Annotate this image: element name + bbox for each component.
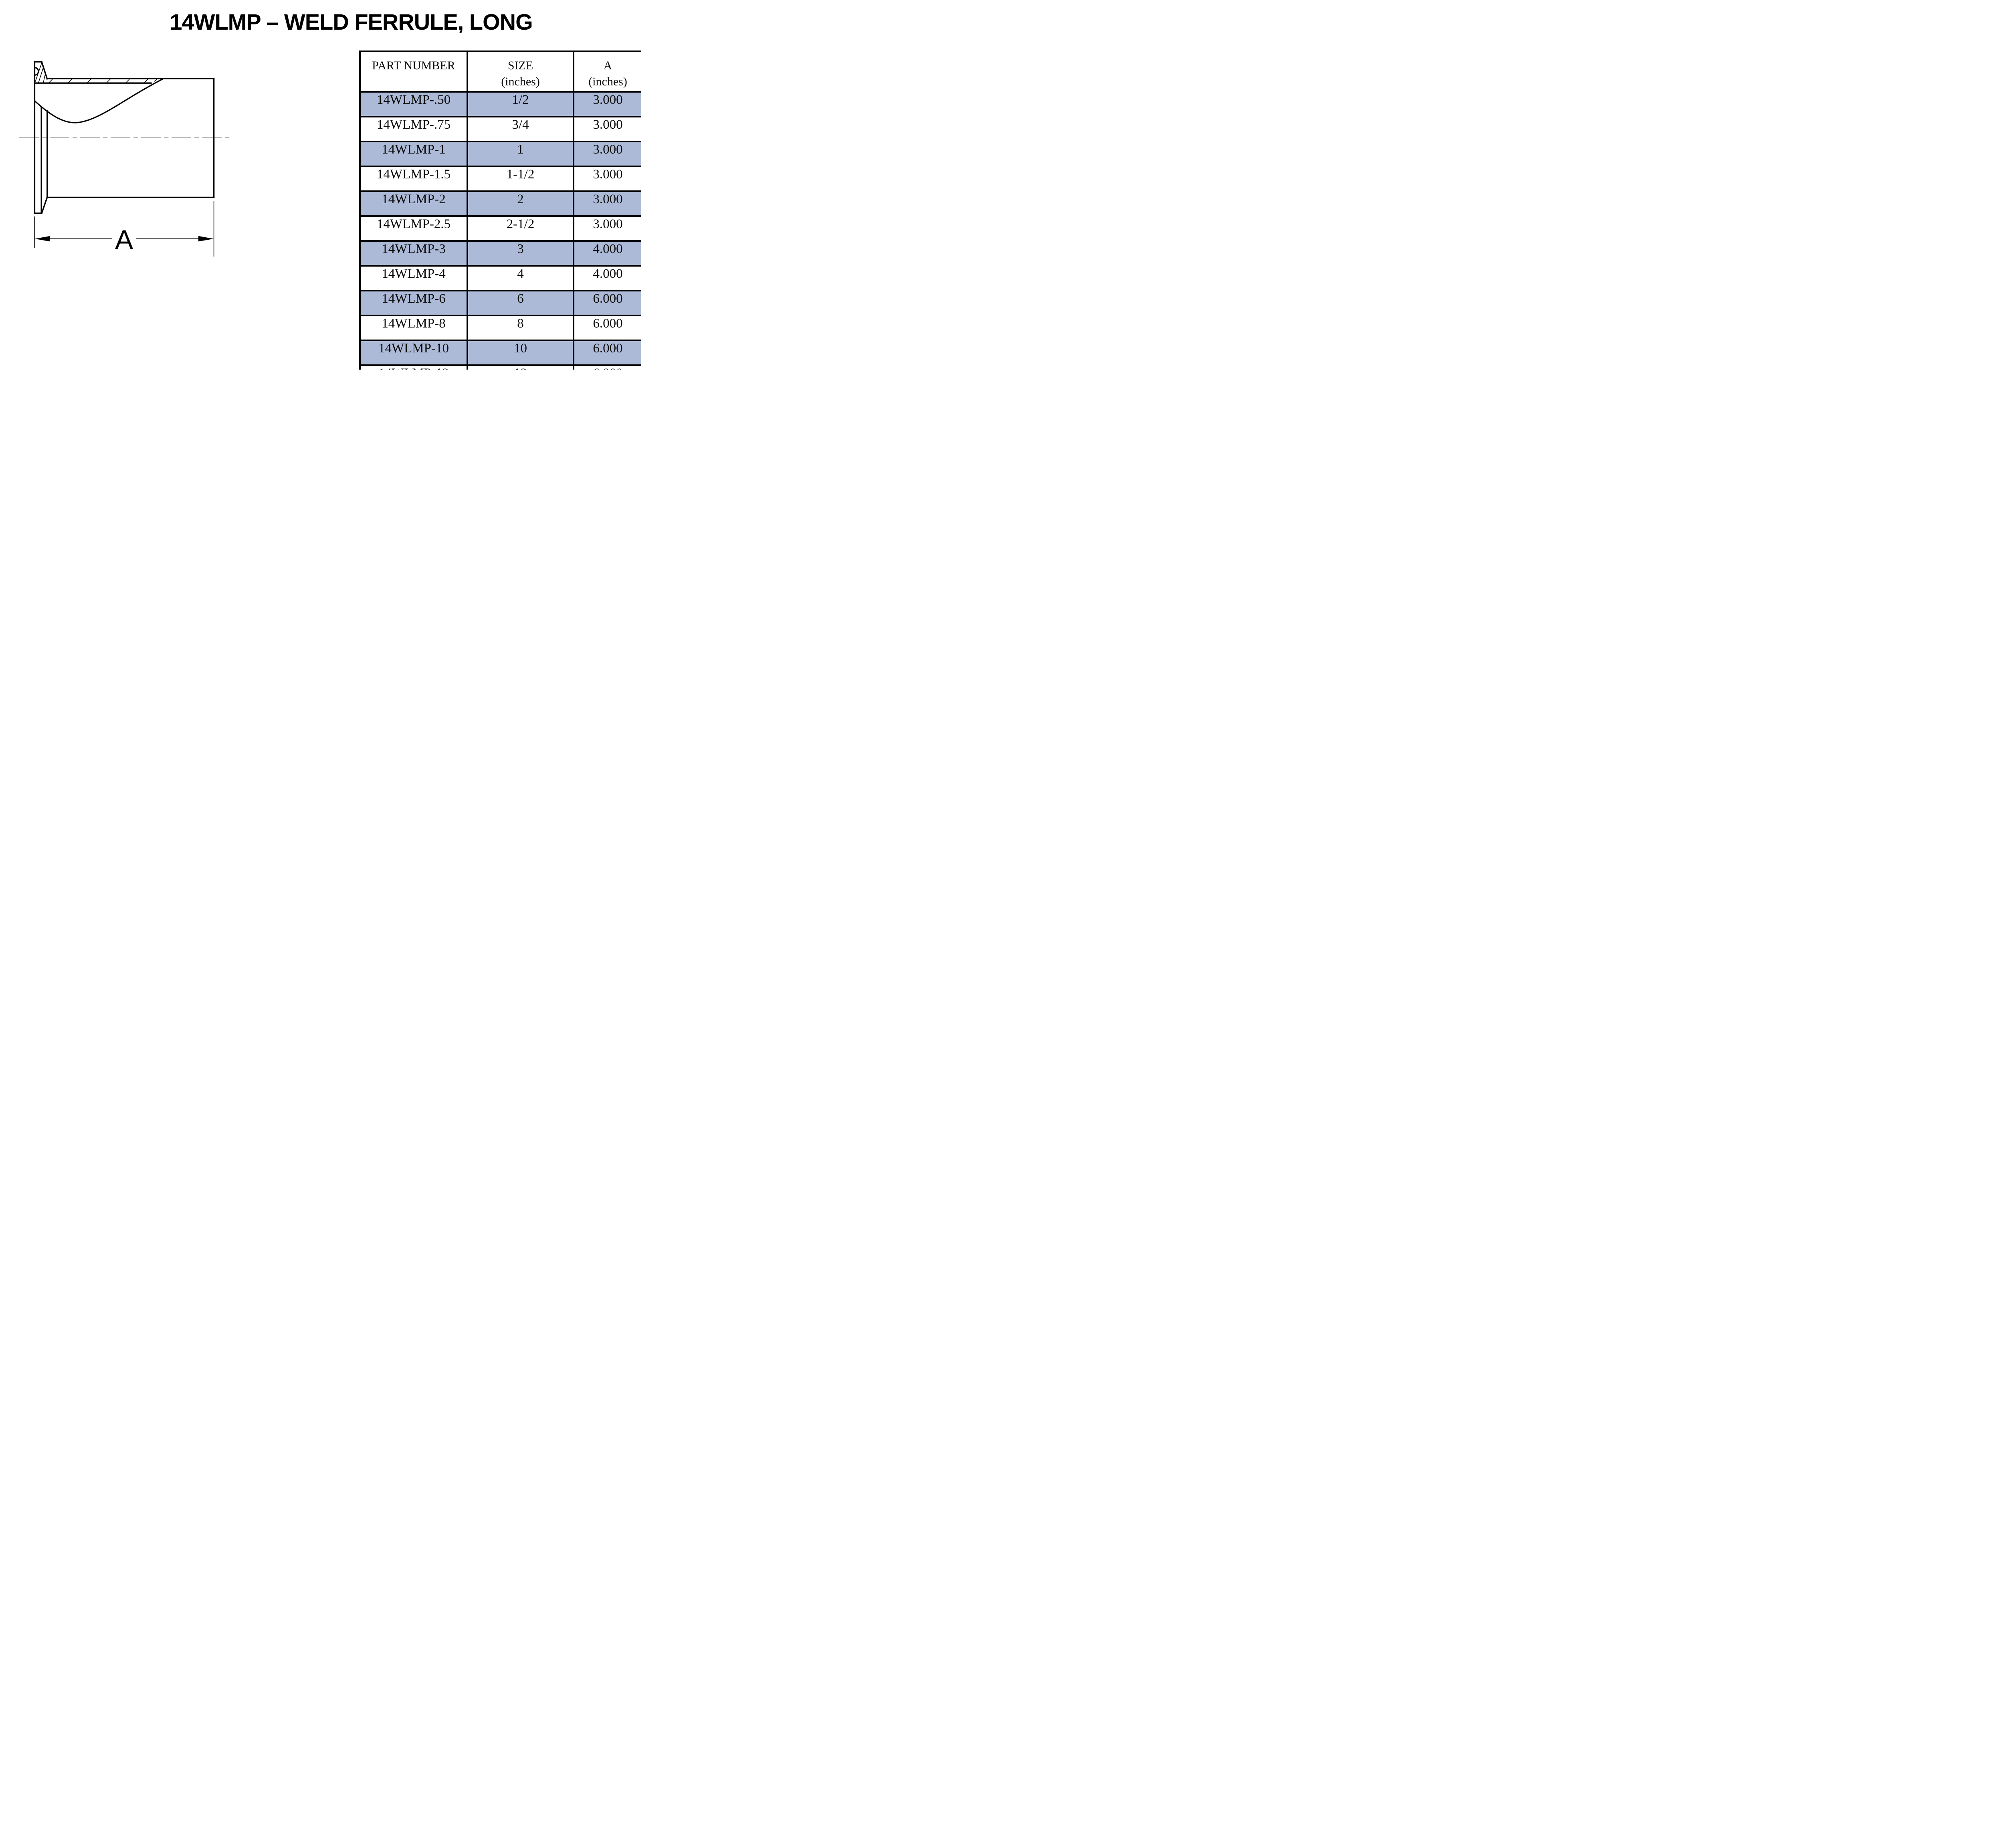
dimension-a: A: [34, 201, 214, 257]
page: 14WLMP – WELD FERRULE, LONG: [0, 0, 641, 370]
cell-a: 4.000: [573, 265, 641, 291]
cell-size: 1: [467, 141, 574, 167]
cell-a: 6.000: [573, 315, 641, 341]
column-header-size: SIZE (inches): [467, 51, 574, 93]
table-row: 14WLMP-10 10 6.000: [359, 340, 641, 366]
table-row: 14WLMP-1.5 1-1/2 3.000: [359, 166, 641, 192]
cell-a: 4.000: [573, 240, 641, 267]
cell-part-number: 14WLMP-6: [359, 290, 468, 316]
ferrule-drawing: A: [19, 61, 231, 257]
cell-a: 3.000: [573, 190, 641, 217]
cell-size: 6: [467, 290, 574, 316]
table-row: 14WLMP-2 2 3.000: [359, 190, 641, 217]
table-row: 14WLMP-8 8 6.000: [359, 315, 641, 341]
cell-a: 6.000: [573, 290, 641, 316]
cell-size: 4: [467, 265, 574, 291]
cell-size: 10: [467, 340, 574, 366]
header-line1: PART NUMBER: [372, 59, 455, 72]
cell-size: 2-1/2: [467, 215, 574, 242]
table-row: 14WLMP-2.5 2-1/2 3.000: [359, 215, 641, 242]
cell-size: 2: [467, 190, 574, 217]
table-row: 14WLMP-1 1 3.000: [359, 141, 641, 167]
table-row: 14WLMP-12 12 6.000: [359, 364, 641, 370]
column-header-part-number: PART NUMBER: [359, 51, 468, 93]
ferrule-outline: [34, 61, 215, 214]
cell-part-number: 14WLMP-3: [359, 240, 468, 267]
cell-part-number: 14WLMP-4: [359, 265, 468, 291]
table-row: 14WLMP-4 4 4.000: [359, 265, 641, 291]
table-row: 14WLMP-3 3 4.000: [359, 240, 641, 267]
column-header-a: A (inches): [573, 51, 641, 93]
table-row: 14WLMP-.50 1/2 3.000: [359, 91, 641, 117]
cell-size: 1/2: [467, 91, 574, 117]
dimension-label: A: [115, 224, 133, 255]
cell-a: 3.000: [573, 91, 641, 117]
header-line2: (inches): [588, 75, 627, 88]
cell-a: 3.000: [573, 166, 641, 192]
cell-a: 6.000: [573, 364, 641, 370]
cell-size: 1-1/2: [467, 166, 574, 192]
cell-part-number: 14WLMP-.75: [359, 116, 468, 142]
header-line2: (inches): [501, 75, 540, 88]
cell-a: 3.000: [573, 141, 641, 167]
page-title: 14WLMP – WELD FERRULE, LONG: [170, 9, 533, 34]
bore-curve: [34, 78, 164, 123]
cell-a: 3.000: [573, 215, 641, 242]
cell-a: 6.000: [573, 340, 641, 366]
cell-part-number: 14WLMP-.50: [359, 91, 468, 117]
cell-a: 3.000: [573, 116, 641, 142]
cell-size: 8: [467, 315, 574, 341]
table-row: 14WLMP-.75 3/4 3.000: [359, 116, 641, 142]
section-hatching: [35, 63, 158, 83]
header-line1: A: [603, 59, 612, 72]
cell-part-number: 14WLMP-12: [359, 364, 468, 370]
cell-size: 3: [467, 240, 574, 267]
groove-arc: [34, 67, 39, 76]
cell-size: 12: [467, 364, 574, 370]
header-line1: SIZE: [507, 59, 533, 72]
spec-table: PART NUMBER SIZE (inches) A (inches) 14W…: [359, 51, 641, 370]
cell-part-number: 14WLMP-1.5: [359, 166, 468, 192]
table-row: 14WLMP-6 6 6.000: [359, 290, 641, 316]
header-row: PART NUMBER SIZE (inches) A (inches): [359, 51, 641, 93]
cell-part-number: 14WLMP-8: [359, 315, 468, 341]
cell-part-number: 14WLMP-2: [359, 190, 468, 217]
cell-part-number: 14WLMP-2.5: [359, 215, 468, 242]
cell-part-number: 14WLMP-1: [359, 141, 468, 167]
dimension-arrow-right: [198, 236, 214, 242]
cell-part-number: 14WLMP-10: [359, 340, 468, 366]
dimension-arrow-left: [34, 236, 50, 242]
cell-size: 3/4: [467, 116, 574, 142]
spec-table-container: PART NUMBER SIZE (inches) A (inches) 14W…: [359, 51, 641, 370]
